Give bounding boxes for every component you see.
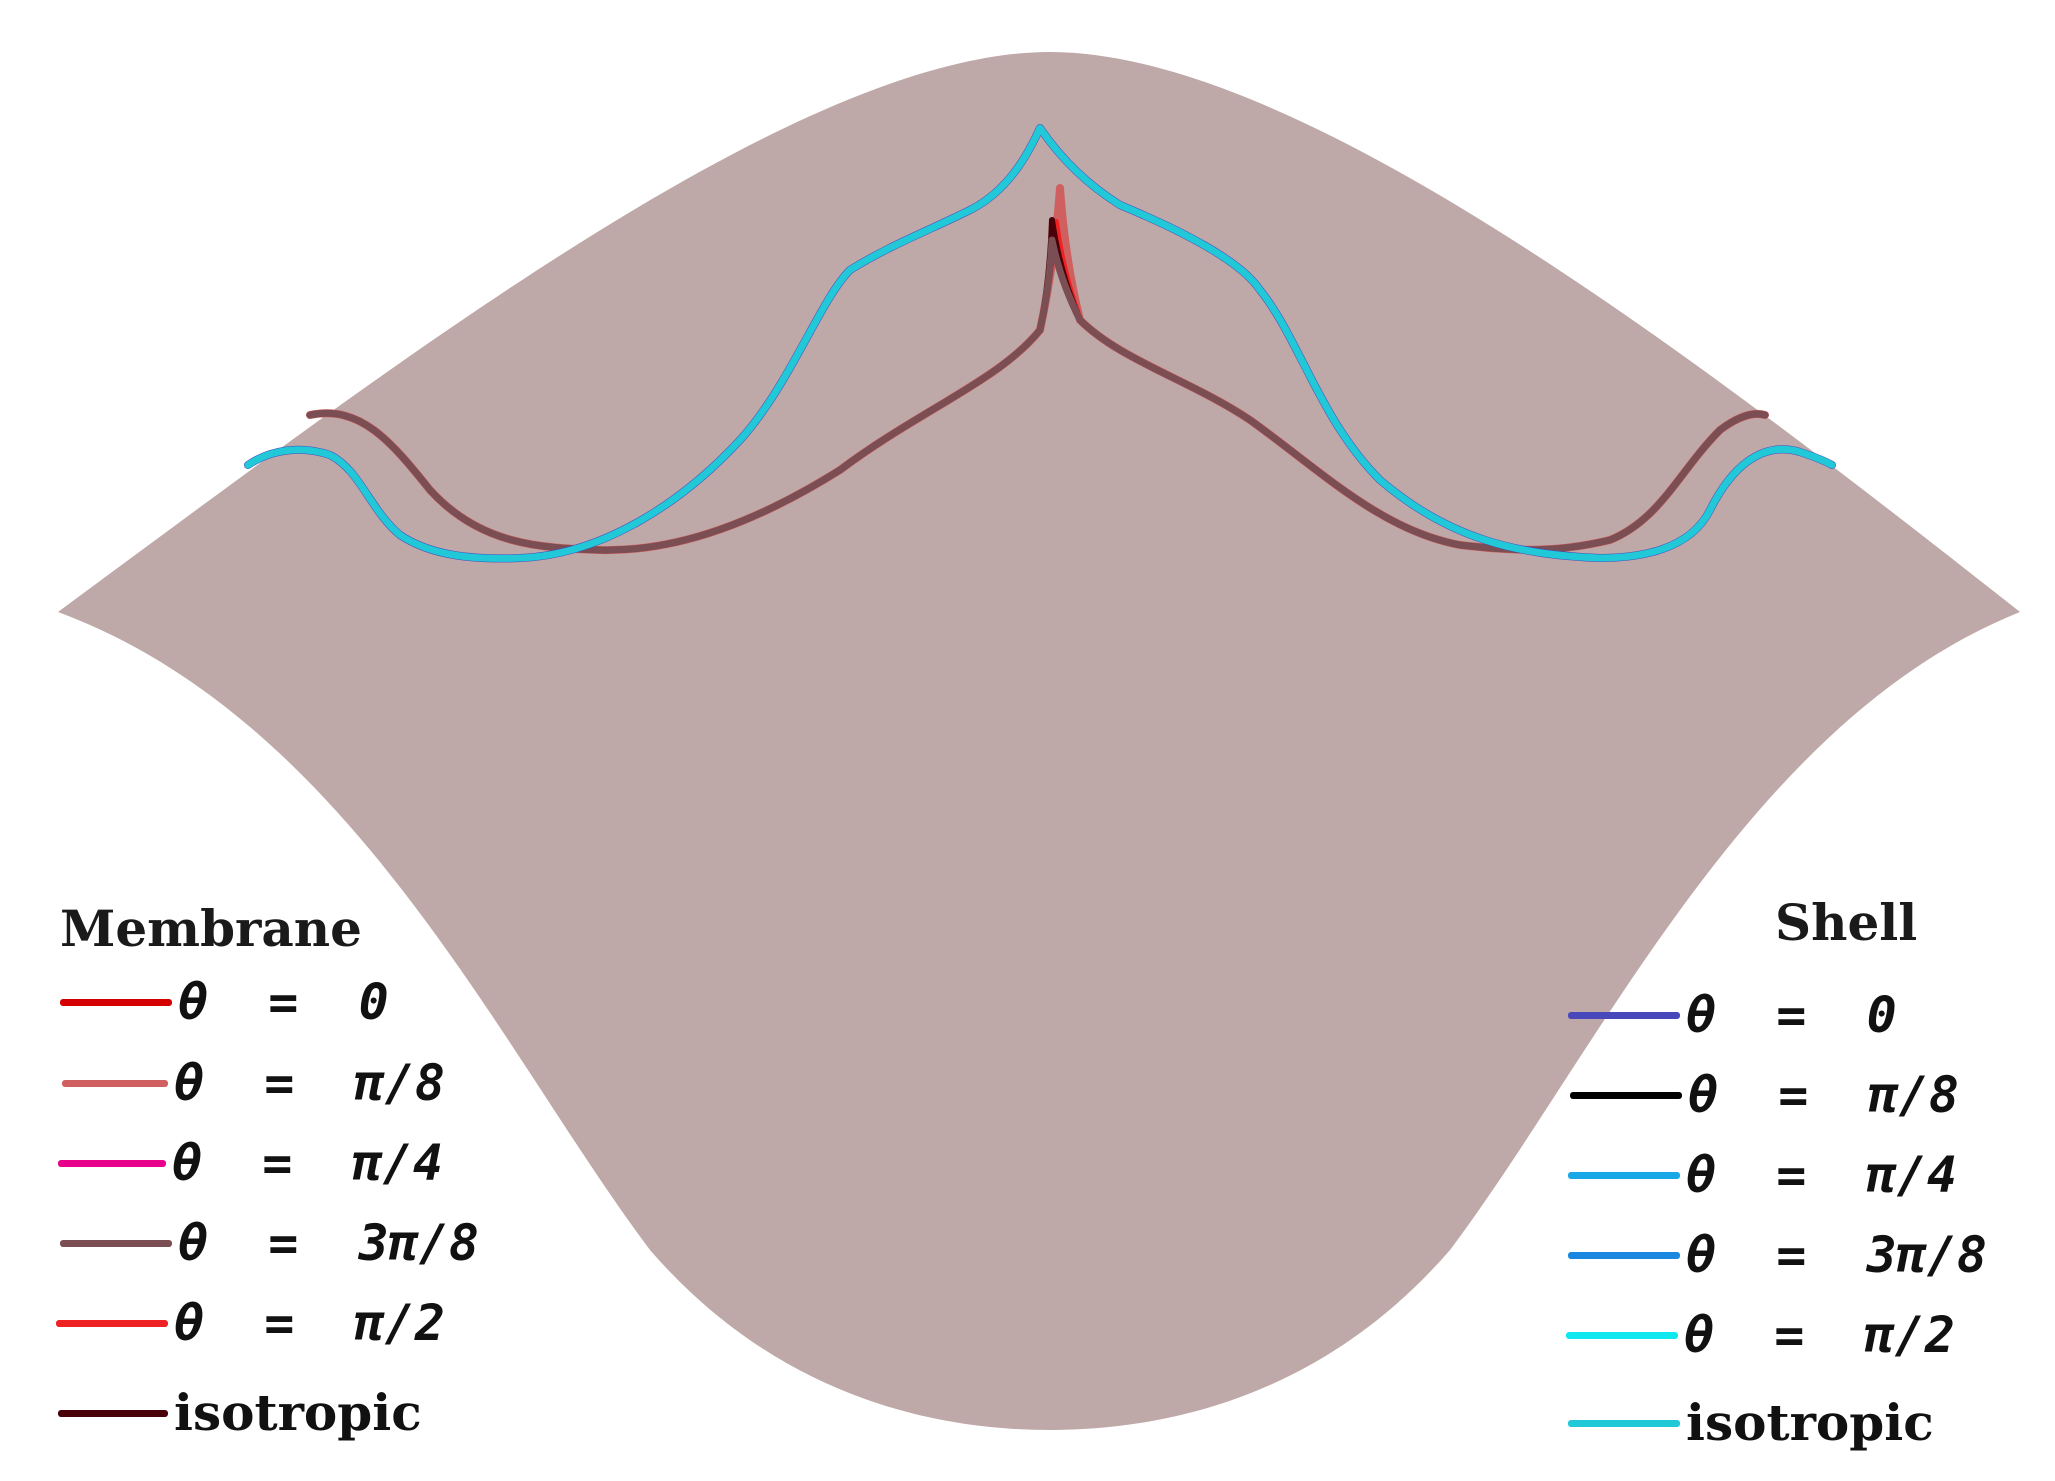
membrane-legend-entry: θ = π/8 [62, 1058, 445, 1108]
membrane-legend: Membrane [60, 904, 362, 954]
shell-legend-entry: θ = π/2 [1566, 1310, 1955, 1360]
shell-legend-label: θ = π/2 [1684, 1306, 1955, 1364]
membrane-legend-swatch [60, 1239, 172, 1247]
shell-legend-entry: isotropic [1568, 1398, 1934, 1448]
shell-legend-swatch [1568, 1419, 1680, 1427]
shell-legend-label: θ = 0 [1686, 986, 1897, 1044]
membrane-legend-title: Membrane [60, 899, 362, 958]
membrane-legend-label: θ = π/8 [174, 1054, 445, 1112]
shell-legend-label: θ = π/4 [1686, 1146, 1957, 1204]
membrane-legend-label: θ = π/4 [172, 1134, 443, 1192]
membrane-legend-label: isotropic [174, 1383, 422, 1442]
membrane-legend-label: θ = π/2 [174, 1294, 445, 1352]
membrane-legend-entry: isotropic [58, 1388, 422, 1438]
shell-legend-swatch [1568, 1251, 1680, 1259]
shell-legend-entry: θ = π/4 [1568, 1150, 1957, 1200]
membrane-legend-label: θ = 3π/8 [178, 1214, 480, 1272]
membrane-legend-entry: θ = π/4 [58, 1138, 443, 1188]
membrane-legend-swatch [56, 1319, 168, 1327]
shell-curve-isotropic [244, 124, 1836, 562]
membrane-legend-entry: θ = π/2 [56, 1298, 445, 1348]
membrane-legend-label: θ = 0 [178, 973, 389, 1031]
shell-legend-swatch [1570, 1091, 1682, 1099]
shell-legend-label: θ = π/8 [1688, 1066, 1959, 1124]
membrane-legend-entry: θ = 0 [60, 977, 389, 1027]
shell-legend-label: isotropic [1686, 1393, 1934, 1452]
membrane-legend-entry: θ = 3π/8 [60, 1218, 479, 1268]
shell-legend-entry: θ = 0 [1568, 990, 1897, 1040]
shell-curves [244, 124, 1836, 563]
shell-legend-label: θ = 3π/8 [1686, 1226, 1988, 1284]
shell-legend-swatch [1568, 1011, 1680, 1019]
shell-legend: Shell [1775, 898, 1917, 948]
membrane-legend-swatch [58, 1159, 166, 1167]
shell-legend-swatch [1568, 1171, 1680, 1179]
membrane-legend-swatch [58, 1409, 168, 1417]
shell-legend-swatch [1566, 1331, 1678, 1339]
shell-legend-entry: θ = π/8 [1570, 1070, 1959, 1120]
shell-legend-title: Shell [1775, 893, 1918, 952]
membrane-legend-swatch [62, 1079, 168, 1087]
shell-legend-entry: θ = 3π/8 [1568, 1230, 1987, 1280]
deformed-surface [58, 52, 2020, 1430]
membrane-legend-swatch [60, 998, 172, 1006]
